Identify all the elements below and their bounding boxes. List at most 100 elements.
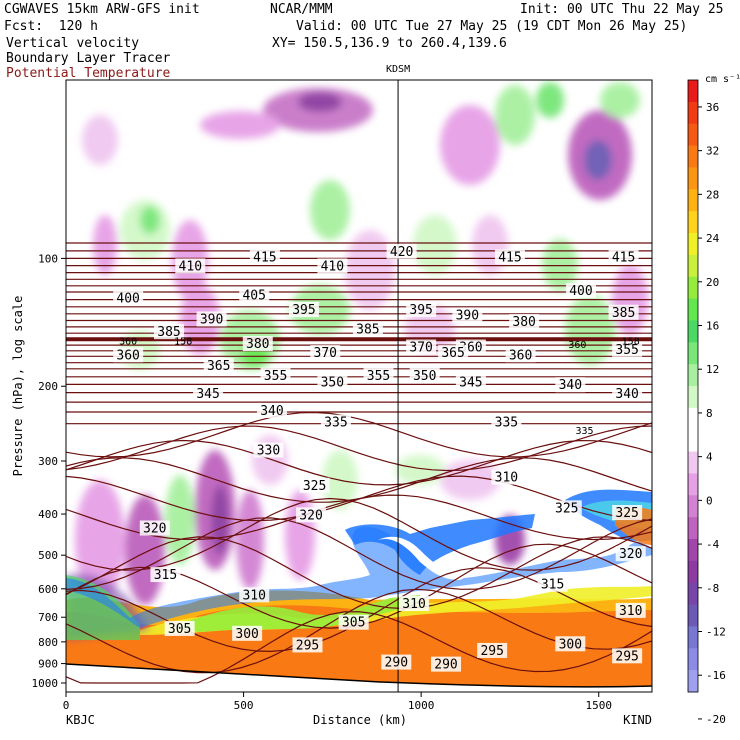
theta-label-bg xyxy=(139,520,170,536)
theta-label: 315 xyxy=(541,578,564,593)
colorbar-swatch xyxy=(688,364,698,387)
theta-labels: 410 415 410 420 415 415 400 405 400 390 395 395 390 3… xyxy=(113,243,646,673)
theta-label: 355 xyxy=(264,369,287,384)
theta-label: 350 xyxy=(321,375,344,390)
colorbar-tick-label: 16 xyxy=(706,320,719,333)
colorbar-swatch xyxy=(688,582,698,606)
colorbar-swatch xyxy=(688,670,698,693)
potential-temperature-contours xyxy=(66,242,652,684)
theta-label-bg xyxy=(409,367,440,383)
y-tick-label: 100 xyxy=(38,252,58,265)
y-tick-label: 700 xyxy=(38,611,58,624)
theta-label-bg xyxy=(164,620,195,636)
colorbar-swatch xyxy=(688,473,698,496)
theta-small-label: 335 xyxy=(575,426,593,437)
colorbar-swatch xyxy=(688,626,698,649)
y-tick-label: 400 xyxy=(38,508,58,521)
terrain-line xyxy=(65,663,653,688)
colorbar-tick-label: 28 xyxy=(706,188,719,201)
field-potential-temperature: Potential Temperature xyxy=(6,66,171,81)
theta-label: 320 xyxy=(619,547,642,562)
colorbar-swatch xyxy=(688,211,698,234)
theta-label-bg xyxy=(494,249,525,265)
theta-label: 335 xyxy=(495,416,518,431)
theta-label: 320 xyxy=(299,508,322,523)
tracer-edge xyxy=(378,536,470,580)
theta-label-bg xyxy=(256,403,287,419)
vv-blob xyxy=(565,295,615,365)
vv-blob xyxy=(600,82,640,118)
cross-section-endpoints: XY= 150.5,136.9 to 260.4,139.6 xyxy=(272,36,507,51)
colorbar-tick-label: -4 xyxy=(706,538,720,551)
theta-label: 295 xyxy=(480,644,503,659)
theta-label-bg xyxy=(299,477,330,493)
theta-label-bg xyxy=(438,345,469,361)
vv-blob xyxy=(413,215,457,275)
vv-blob xyxy=(200,111,280,139)
theta-label: 345 xyxy=(196,387,219,402)
y-tick-label: 600 xyxy=(38,583,58,596)
forecast-hour: Fcst: 120 h xyxy=(4,19,98,34)
theta-contour-line xyxy=(66,588,652,674)
colorbar-swatch xyxy=(688,101,698,125)
vv-blob xyxy=(290,285,350,335)
vv-blob xyxy=(93,215,117,275)
theta-label-bg xyxy=(406,339,437,355)
colorbar-swatch xyxy=(688,517,698,540)
theta-label-bg xyxy=(608,249,639,265)
colorbar-tick-label: 24 xyxy=(706,232,720,245)
vv-blob xyxy=(140,206,160,234)
x-tick-label: 1000 xyxy=(408,699,435,712)
theta-label: 360 xyxy=(509,348,532,363)
colorbar-swatch xyxy=(688,386,698,409)
theta-label: 380 xyxy=(512,315,535,330)
colorbar-swatch xyxy=(688,342,698,365)
vv-blob xyxy=(211,485,229,555)
theta-label: 390 xyxy=(200,312,223,327)
colorbar-swatch xyxy=(688,604,698,627)
theta-label-bg xyxy=(317,258,348,274)
theta-label-bg xyxy=(253,442,284,458)
theta-label-bg xyxy=(232,625,263,641)
theta-label-bg xyxy=(338,614,369,630)
colorbar-swatch xyxy=(688,560,698,584)
theta-label-bg xyxy=(386,243,417,259)
theta-label-bg xyxy=(153,324,184,340)
theta-label: 290 xyxy=(385,656,408,671)
colorbar-tick-label: -16 xyxy=(706,669,726,682)
y-tick-label: 800 xyxy=(38,636,58,649)
colorbar-swatch xyxy=(688,80,698,103)
theta-label-bg xyxy=(452,307,483,323)
theta-label: 415 xyxy=(612,250,635,265)
theta-label-bg xyxy=(288,302,319,318)
theta-label: 370 xyxy=(409,341,432,356)
theta-label: 335 xyxy=(324,416,347,431)
theta-label-bg xyxy=(381,654,412,670)
theta-label-bg xyxy=(612,341,643,357)
colorbar-swatch xyxy=(688,145,698,168)
theta-label: 410 xyxy=(321,259,344,274)
colorbar-swatch xyxy=(688,189,698,212)
theta-small-label: 158 xyxy=(174,337,192,348)
theta-label-bg xyxy=(203,357,234,373)
theta-label: 310 xyxy=(402,597,425,612)
vertical-velocity-field xyxy=(66,82,652,692)
theta-contour-line xyxy=(66,497,652,571)
colorbar-tick-label: 8 xyxy=(706,407,713,420)
theta-contour-line xyxy=(66,611,652,684)
y-tick-label: 300 xyxy=(38,455,58,468)
colorbar-unit: cm s⁻¹ xyxy=(705,74,740,85)
theta-label-bg xyxy=(615,602,646,618)
theta-label: 395 xyxy=(409,303,432,318)
theta-label-bg xyxy=(537,576,568,592)
colorbar-tick-label: -8 xyxy=(706,582,719,595)
theta-label-bg xyxy=(193,386,224,402)
theta-label: 395 xyxy=(292,303,315,318)
theta-label-bg xyxy=(317,374,348,390)
theta-label-bg xyxy=(310,345,341,361)
vv-blob xyxy=(345,230,395,310)
theta-label: 310 xyxy=(242,588,265,603)
y-tick-label: 500 xyxy=(38,549,58,562)
colorbar-swatch xyxy=(688,429,698,453)
theta-contour-line xyxy=(66,439,652,486)
